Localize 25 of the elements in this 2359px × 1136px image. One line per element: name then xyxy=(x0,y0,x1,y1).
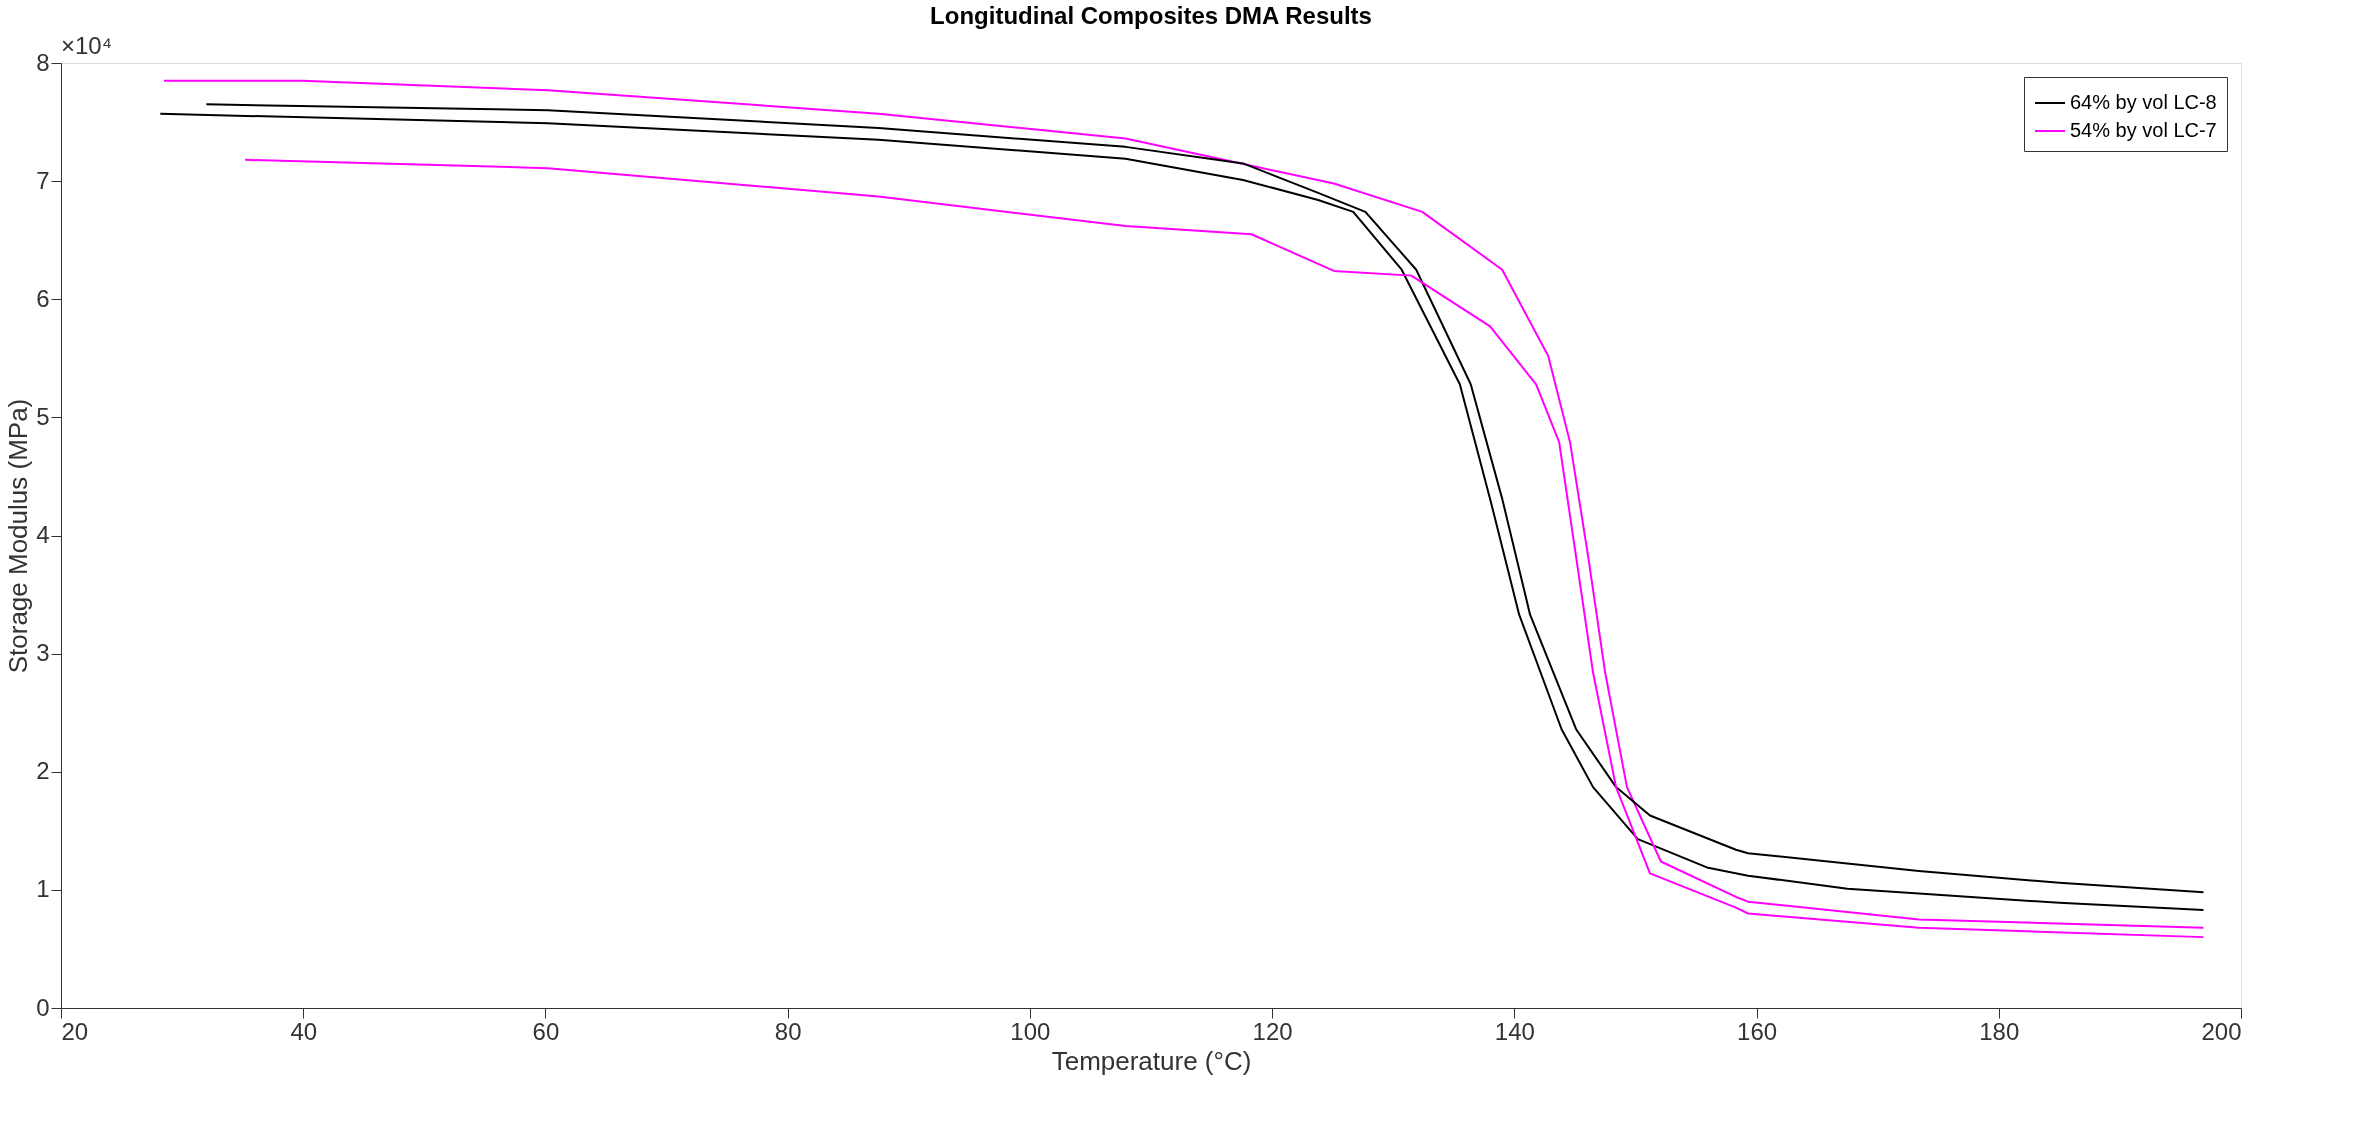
y-axis-title: Storage Modulus (MPa) xyxy=(3,398,34,674)
y-tick-label: 3 xyxy=(36,639,50,667)
y-tick-label: 4 xyxy=(36,521,50,548)
text: ×10⁴ xyxy=(61,32,113,59)
y-tick-label: 0 xyxy=(36,993,50,1021)
legend-label: 54% by vol LC-7 xyxy=(2070,119,2217,141)
x-axis-title: Temperature (°C) xyxy=(1051,1045,1252,1076)
x-tick-label: 180 xyxy=(1979,1017,2020,1045)
y-tick-label: 1 xyxy=(36,875,50,903)
y-tick-label: 2 xyxy=(36,757,50,785)
x-tick-label: 20 xyxy=(61,1017,89,1045)
x-tick-label: 120 xyxy=(1252,1017,1293,1045)
y-tick-label: 8 xyxy=(36,48,50,76)
x-tick-label: 60 xyxy=(532,1017,560,1045)
x-tick-label: 140 xyxy=(1494,1017,1535,1045)
x-tick-label: 160 xyxy=(1737,1017,1778,1045)
x-tick-label: 100 xyxy=(1010,1017,1051,1045)
x-tick-label: 40 xyxy=(290,1017,318,1045)
legend-label: 64% by vol LC-8 xyxy=(2070,91,2217,113)
y-tick-label: 6 xyxy=(36,284,50,312)
x-tick-label: 200 xyxy=(2201,1017,2242,1045)
chart-title: Longitudinal Composites DMA Results xyxy=(930,2,1372,29)
y-tick-label: 5 xyxy=(36,402,50,430)
y-tick-label: 7 xyxy=(36,166,50,194)
x-tick-label: 80 xyxy=(774,1017,802,1045)
